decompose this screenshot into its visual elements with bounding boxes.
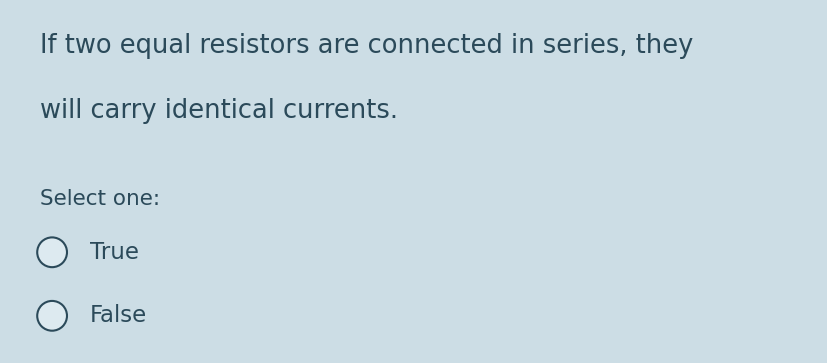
Ellipse shape — [37, 237, 67, 267]
Text: False: False — [90, 304, 147, 327]
Text: True: True — [90, 241, 139, 264]
Text: If two equal resistors are connected in series, they: If two equal resistors are connected in … — [40, 33, 693, 59]
Text: will carry identical currents.: will carry identical currents. — [40, 98, 398, 124]
Text: Select one:: Select one: — [40, 189, 160, 209]
Ellipse shape — [37, 301, 67, 331]
